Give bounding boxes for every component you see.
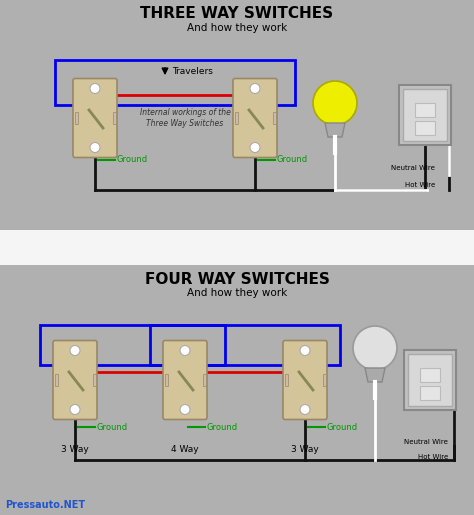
Bar (403, 89, 447, 141)
Bar (0, 0, 474, 230)
Text: Neutral Wire: Neutral Wire (391, 165, 435, 171)
Text: And how they work: And how they work (187, 288, 287, 298)
Text: Pressauto.NET: Pressauto.NET (5, 500, 85, 510)
Circle shape (300, 404, 310, 415)
Text: THREE WAY SWITCHES: THREE WAY SWITCHES (140, 7, 334, 22)
Bar (165, 374, 168, 386)
Circle shape (353, 326, 397, 370)
Polygon shape (365, 368, 385, 382)
Text: Travelers: Travelers (172, 67, 213, 77)
Bar (408, 354, 452, 406)
Circle shape (90, 143, 100, 152)
Bar (420, 368, 440, 382)
Bar (404, 350, 456, 410)
Bar (273, 112, 276, 124)
Bar (323, 374, 326, 386)
Bar (415, 103, 435, 117)
Text: Ground: Ground (207, 422, 238, 432)
Bar (113, 112, 116, 124)
Circle shape (90, 83, 100, 94)
Text: 3 Way: 3 Way (291, 444, 319, 454)
Text: Hot Wire: Hot Wire (405, 182, 435, 188)
Circle shape (180, 404, 190, 415)
Bar (235, 112, 238, 124)
Text: FOUR WAY SWITCHES: FOUR WAY SWITCHES (145, 271, 329, 286)
FancyBboxPatch shape (283, 340, 327, 420)
Text: Neutral Wire: Neutral Wire (404, 439, 448, 445)
Bar (150, 325, 340, 365)
Circle shape (70, 404, 80, 415)
Circle shape (300, 346, 310, 355)
Circle shape (70, 346, 80, 355)
Circle shape (250, 143, 260, 152)
Bar (420, 386, 440, 400)
Bar (40, 325, 225, 365)
Circle shape (180, 346, 190, 355)
Polygon shape (325, 123, 345, 137)
Text: Internal workings of the
Three Way Switches: Internal workings of the Three Way Switc… (139, 108, 230, 128)
Text: Ground: Ground (117, 156, 148, 164)
FancyBboxPatch shape (73, 78, 117, 158)
Bar (285, 374, 288, 386)
Bar (399, 85, 451, 145)
FancyBboxPatch shape (233, 78, 277, 158)
Text: 3 Way: 3 Way (61, 444, 89, 454)
Bar (55, 60, 295, 105)
Bar (0, 230, 474, 265)
Text: And how they work: And how they work (187, 23, 287, 33)
Bar (203, 374, 206, 386)
Text: Ground: Ground (97, 422, 128, 432)
Text: 4 Way: 4 Way (171, 444, 199, 454)
Bar (415, 121, 435, 135)
Circle shape (250, 83, 260, 94)
Bar (0, 265, 474, 515)
Bar (93, 374, 96, 386)
Text: Ground: Ground (327, 422, 358, 432)
Text: Ground: Ground (277, 156, 308, 164)
FancyBboxPatch shape (53, 340, 97, 420)
FancyBboxPatch shape (163, 340, 207, 420)
Text: Hot Wire: Hot Wire (418, 454, 448, 460)
Bar (55, 374, 58, 386)
Bar (75, 112, 78, 124)
Circle shape (313, 81, 357, 125)
